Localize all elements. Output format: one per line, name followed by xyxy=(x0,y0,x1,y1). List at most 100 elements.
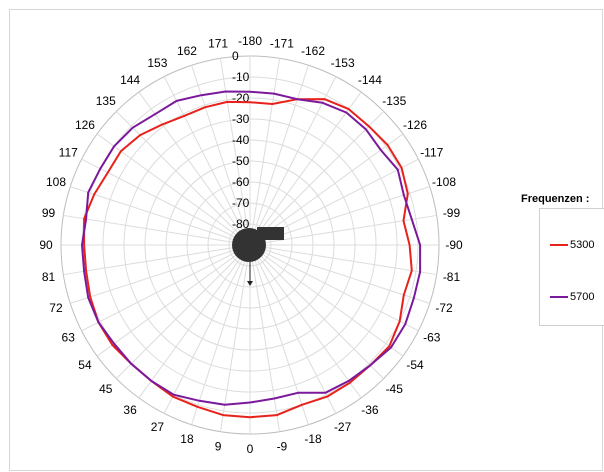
data-point xyxy=(321,101,324,104)
angle-tick-label: 117 xyxy=(59,145,78,159)
data-point xyxy=(120,150,122,152)
data-point xyxy=(380,149,382,151)
grid-spoke xyxy=(249,244,384,379)
radial-tick-label: -50 xyxy=(232,154,250,168)
data-point xyxy=(249,90,251,93)
grid-spoke xyxy=(138,91,251,246)
data-point xyxy=(111,344,114,346)
angle-tick-label: -90 xyxy=(445,238,463,252)
grid-spoke xyxy=(63,214,251,246)
radial-tick-label: -10 xyxy=(232,70,250,84)
data-point xyxy=(402,194,405,196)
data-point xyxy=(139,134,141,136)
angle-axis-labels: -180 -171-162-153-144-135-126-117-108-99-… xyxy=(39,34,463,456)
data-point xyxy=(171,395,174,398)
grid-spoke xyxy=(249,244,281,432)
data-point xyxy=(271,103,274,105)
data-point xyxy=(200,94,203,97)
angle-tick-label: 99 xyxy=(42,206,56,220)
angle-tick-label: -171 xyxy=(270,37,294,51)
grid-spoke xyxy=(249,58,281,246)
angle-tick-label: 90 xyxy=(39,238,53,252)
data-point xyxy=(222,414,224,416)
grid-spoke xyxy=(96,244,251,357)
grid-spoke xyxy=(249,244,430,304)
radial-tick-label: -60 xyxy=(232,175,250,189)
grid-spoke xyxy=(249,244,437,276)
data-point xyxy=(276,414,278,416)
data-point xyxy=(172,393,175,396)
router-antenna-icon xyxy=(257,227,284,240)
data-point xyxy=(402,219,405,222)
data-point xyxy=(113,145,115,148)
angle-tick-label: 162 xyxy=(177,44,197,58)
angle-tick-label: -99 xyxy=(443,206,461,220)
router-icon xyxy=(232,227,284,286)
grid-spoke xyxy=(96,133,251,246)
data-point xyxy=(412,297,415,300)
angle-tick-label: 72 xyxy=(49,301,63,315)
data-point xyxy=(273,397,276,400)
data-point xyxy=(323,98,326,100)
data-point xyxy=(419,271,421,273)
grid-spoke xyxy=(81,158,251,246)
angle-tick-label: 9 xyxy=(215,439,222,453)
angle-tick-label: -180 xyxy=(238,34,262,48)
angle-tick-label: -36 xyxy=(361,403,379,417)
series-5700 xyxy=(81,90,422,406)
legend-swatch-5300 xyxy=(550,244,568,246)
angle-tick-label: -135 xyxy=(382,94,406,108)
data-point xyxy=(400,166,403,169)
data-point xyxy=(196,405,199,408)
angle-tick-label: 27 xyxy=(151,420,165,434)
angle-tick-label: -9 xyxy=(277,439,288,453)
grid-spoke xyxy=(70,186,251,246)
data-point xyxy=(324,392,327,394)
data-point xyxy=(83,244,85,246)
data-point xyxy=(223,403,226,406)
angle-tick-label: -81 xyxy=(443,270,461,284)
grid-spoke xyxy=(249,91,362,246)
data-point xyxy=(204,106,207,108)
angle-tick-label: -117 xyxy=(420,145,443,159)
angle-tick-label: 45 xyxy=(99,382,113,396)
angle-tick-label: 0 xyxy=(247,442,254,456)
grid-spoke xyxy=(81,244,251,332)
data-point xyxy=(93,193,96,196)
data-point xyxy=(249,401,251,404)
data-point xyxy=(154,113,156,115)
angle-tick-label: -72 xyxy=(435,301,453,315)
grid-spoke xyxy=(191,244,251,425)
data-point xyxy=(113,342,115,345)
angle-tick-label: -144 xyxy=(358,73,382,87)
grid-spoke xyxy=(249,244,362,399)
data-point xyxy=(404,323,407,325)
grid-spoke xyxy=(163,244,251,414)
data-point xyxy=(347,380,350,382)
data-point xyxy=(301,403,303,406)
data-point xyxy=(87,191,90,194)
angle-tick-label: -27 xyxy=(334,420,352,434)
data-point xyxy=(349,381,351,384)
angle-tick-label: -108 xyxy=(432,175,456,189)
grid-spoke xyxy=(249,65,309,246)
legend-label-5700: 5700 xyxy=(570,291,595,303)
angle-tick-label: -45 xyxy=(386,382,404,396)
grid-spoke xyxy=(249,244,404,357)
grid-spoke xyxy=(63,244,251,276)
grid-spoke xyxy=(249,111,384,246)
angle-tick-label: 171 xyxy=(208,37,228,51)
grid-spoke xyxy=(116,244,251,379)
grid-spoke xyxy=(249,133,404,246)
data-point xyxy=(365,128,367,130)
data-point xyxy=(419,244,421,246)
radial-tick-label: -40 xyxy=(232,133,250,147)
legend: 5300 5700 xyxy=(539,208,604,326)
radial-tick-label: -80 xyxy=(232,217,250,231)
angle-tick-label: 54 xyxy=(78,358,92,372)
angle-tick-label: 126 xyxy=(75,118,95,132)
data-point xyxy=(326,395,329,398)
data-point xyxy=(81,244,83,246)
angle-tick-label: 153 xyxy=(147,56,167,70)
